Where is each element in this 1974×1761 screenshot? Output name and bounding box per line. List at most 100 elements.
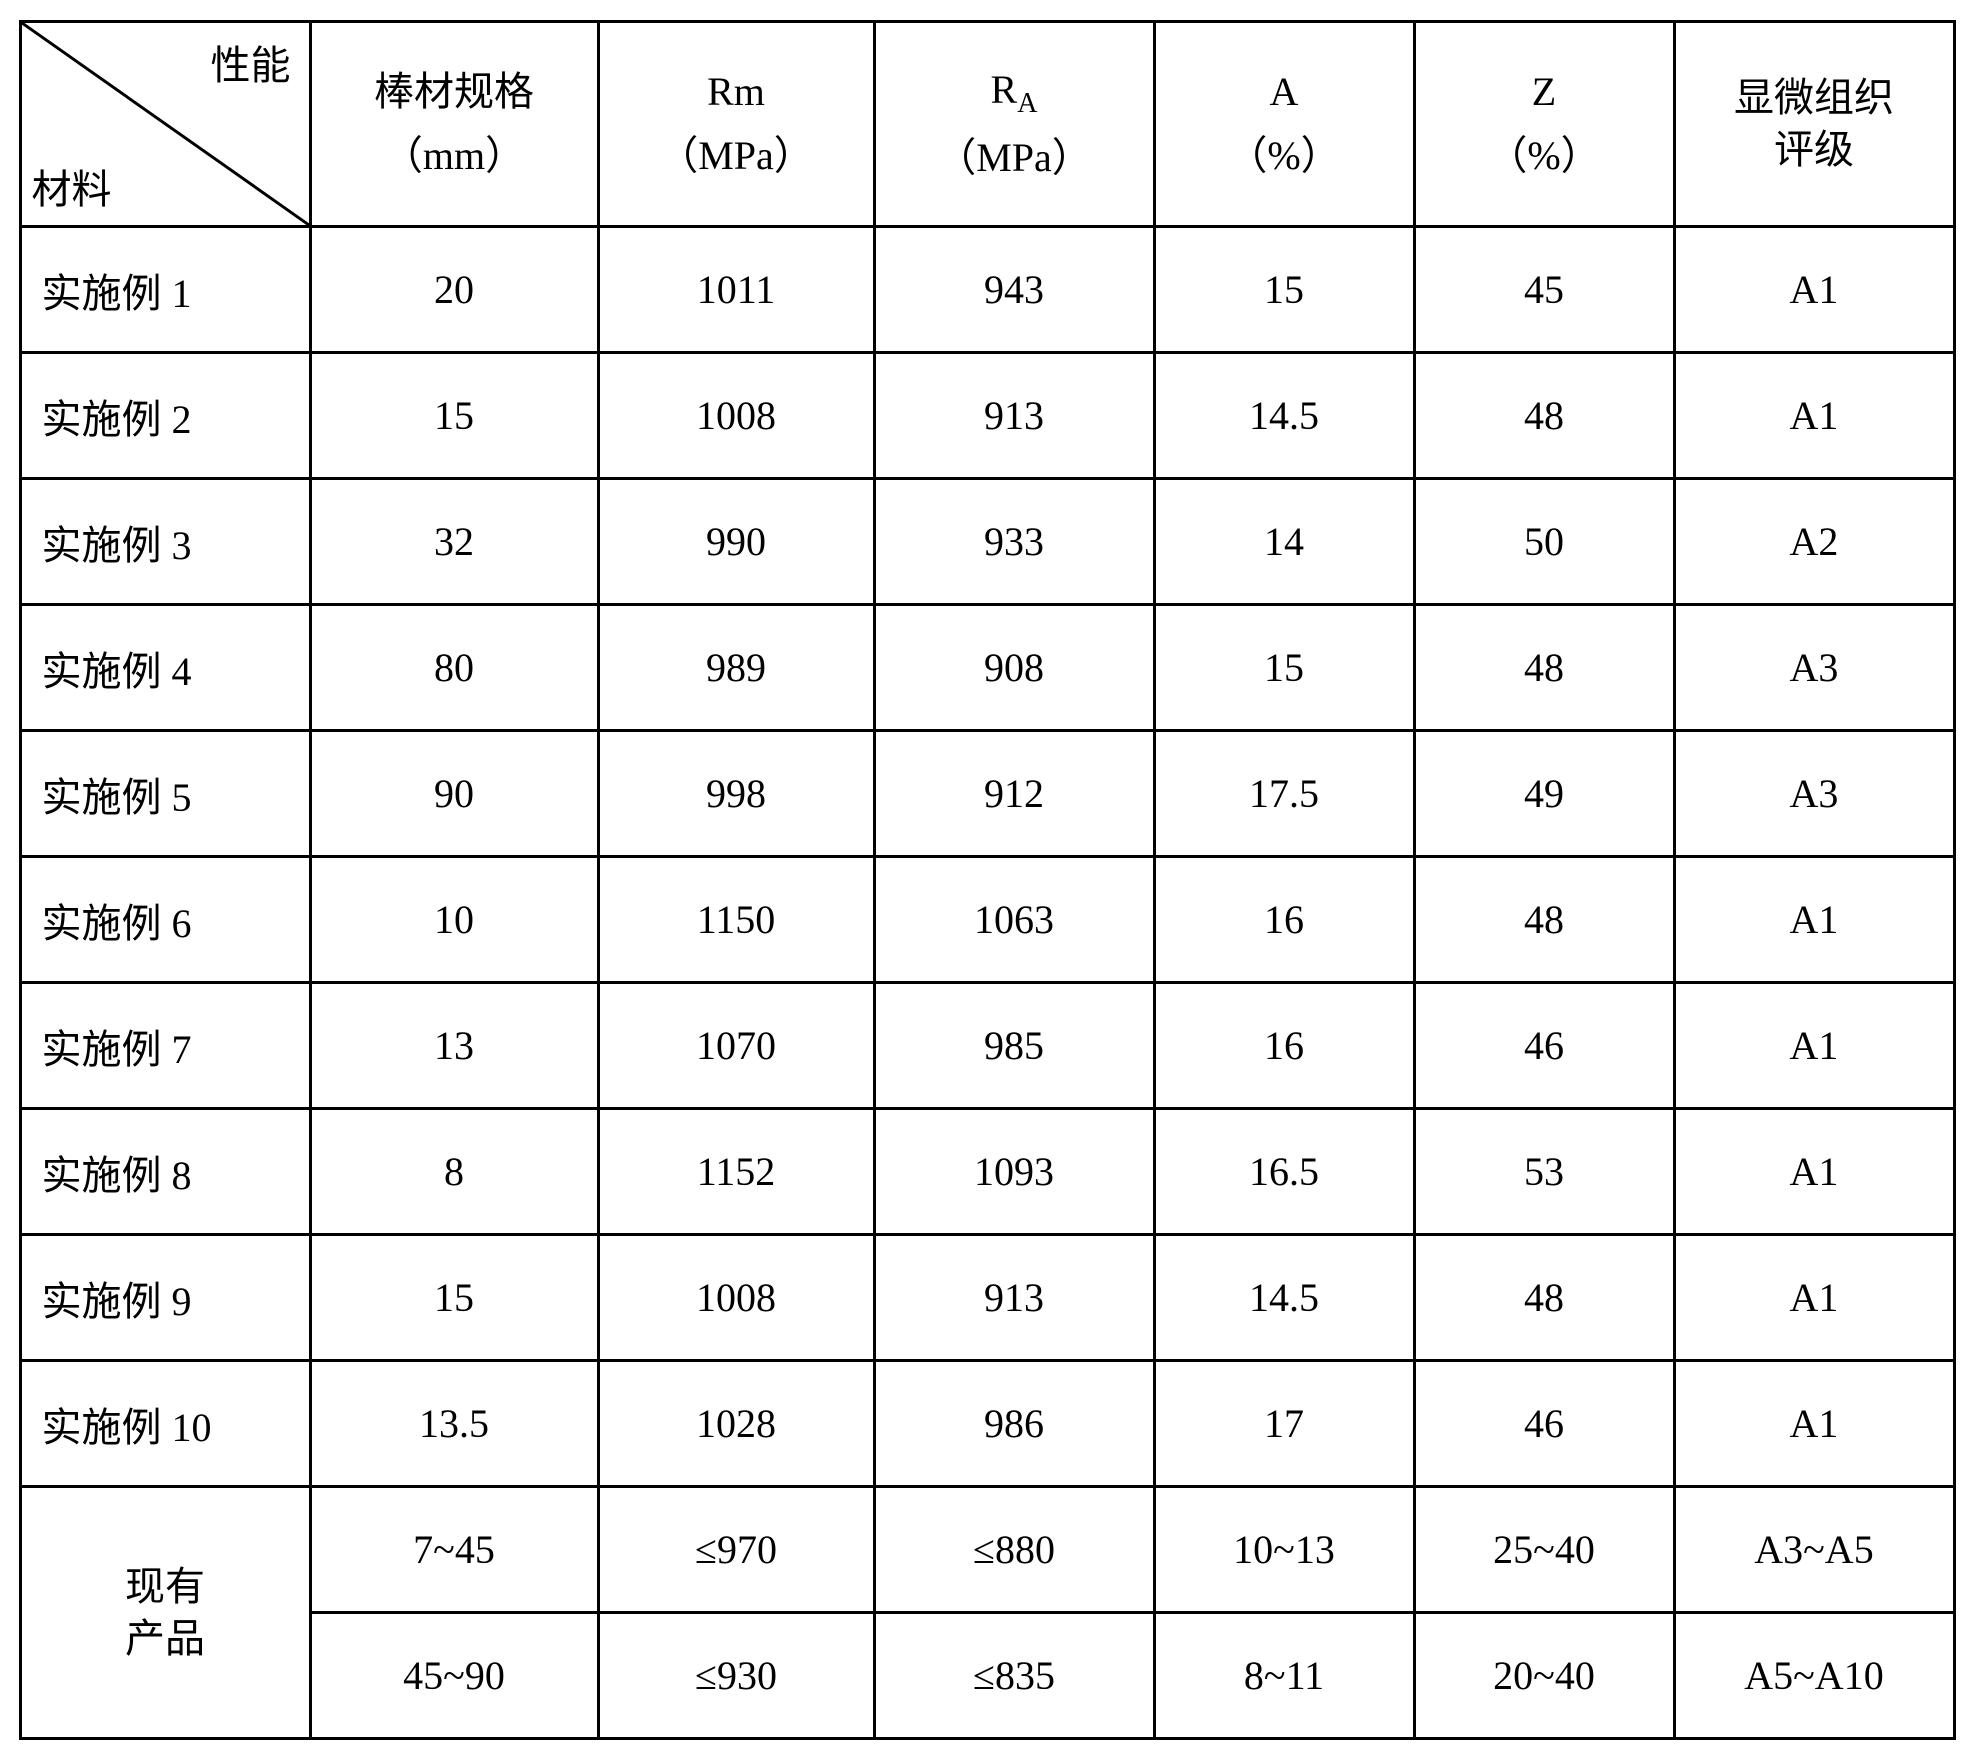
cell-ra: 1063 — [874, 857, 1154, 983]
header-ra-main: R — [991, 67, 1018, 112]
cell-ra: 913 — [874, 353, 1154, 479]
table-row-existing: 45~90 ≤930 ≤835 8~11 20~40 A5~A10 — [20, 1613, 1954, 1739]
header-ra: RA （MPa） — [874, 22, 1154, 227]
cell-grade: A1 — [1674, 1235, 1954, 1361]
cell-z: 50 — [1414, 479, 1674, 605]
cell-grade: A3 — [1674, 605, 1954, 731]
header-grade-l1: 显微组织 — [1684, 72, 1945, 124]
cell-a: 17.5 — [1154, 731, 1414, 857]
cell-z: 46 — [1414, 1361, 1674, 1487]
header-rm-l2: （MPa） — [608, 124, 865, 188]
table-row: 实施例 1 20 1011 943 15 45 A1 — [20, 227, 1954, 353]
header-z: Z （%） — [1414, 22, 1674, 227]
cell-a: 14 — [1154, 479, 1414, 605]
cell-rm: 990 — [598, 479, 874, 605]
row-label: 实施例 8 — [20, 1109, 310, 1235]
table-row: 实施例 4 80 989 908 15 48 A3 — [20, 605, 1954, 731]
cell-ra: 943 — [874, 227, 1154, 353]
diagonal-header-cell: 性能 材料 — [20, 22, 310, 227]
header-a-l2: （%） — [1164, 124, 1405, 188]
cell-rm: ≤970 — [598, 1487, 874, 1613]
header-ra-l1: RA — [884, 58, 1145, 127]
cell-spec: 20 — [310, 227, 598, 353]
cell-spec: 90 — [310, 731, 598, 857]
header-spec-l2: （mm） — [320, 124, 589, 188]
row-label: 实施例 4 — [20, 605, 310, 731]
cell-ra: 908 — [874, 605, 1154, 731]
cell-z: 48 — [1414, 605, 1674, 731]
cell-spec: 32 — [310, 479, 598, 605]
cell-grade: A5~A10 — [1674, 1613, 1954, 1739]
cell-grade: A3~A5 — [1674, 1487, 1954, 1613]
row-label: 实施例 7 — [20, 983, 310, 1109]
row-label: 实施例 9 — [20, 1235, 310, 1361]
cell-ra: ≤835 — [874, 1613, 1154, 1739]
cell-spec: 45~90 — [310, 1613, 598, 1739]
cell-a: 14.5 — [1154, 1235, 1414, 1361]
cell-rm: 989 — [598, 605, 874, 731]
row-label: 实施例 1 — [20, 227, 310, 353]
row-label: 实施例 3 — [20, 479, 310, 605]
cell-spec: 13.5 — [310, 1361, 598, 1487]
cell-grade: A1 — [1674, 1361, 1954, 1487]
cell-z: 48 — [1414, 857, 1674, 983]
existing-label-l2: 产品 — [22, 1613, 309, 1665]
table-row: 实施例 6 10 1150 1063 16 48 A1 — [20, 857, 1954, 983]
header-spec-l1: 棒材规格 — [320, 60, 589, 124]
table-header-row: 性能 材料 棒材规格 （mm） Rm （MPa） RA （MPa） A （%） — [20, 22, 1954, 227]
cell-spec: 15 — [310, 353, 598, 479]
header-z-l2: （%） — [1424, 124, 1665, 188]
cell-a: 16.5 — [1154, 1109, 1414, 1235]
cell-a: 15 — [1154, 605, 1414, 731]
header-spec: 棒材规格 （mm） — [310, 22, 598, 227]
cell-z: 46 — [1414, 983, 1674, 1109]
header-ra-sub: A — [1017, 88, 1037, 119]
header-a-l1: A — [1164, 60, 1405, 124]
cell-grade: A1 — [1674, 1109, 1954, 1235]
row-label: 实施例 5 — [20, 731, 310, 857]
table-row: 实施例 5 90 998 912 17.5 49 A3 — [20, 731, 1954, 857]
cell-rm: 998 — [598, 731, 874, 857]
cell-ra: 912 — [874, 731, 1154, 857]
table-row: 实施例 9 15 1008 913 14.5 48 A1 — [20, 1235, 1954, 1361]
cell-z: 53 — [1414, 1109, 1674, 1235]
cell-rm: 1008 — [598, 353, 874, 479]
cell-spec: 8 — [310, 1109, 598, 1235]
cell-rm: 1008 — [598, 1235, 874, 1361]
cell-spec: 15 — [310, 1235, 598, 1361]
cell-z: 48 — [1414, 353, 1674, 479]
cell-ra: 1093 — [874, 1109, 1154, 1235]
header-ra-l2: （MPa） — [884, 126, 1145, 190]
header-diag-top: 性能 — [211, 33, 291, 91]
table-row: 实施例 7 13 1070 985 16 46 A1 — [20, 983, 1954, 1109]
header-grade: 显微组织 评级 — [1674, 22, 1954, 227]
cell-ra: 913 — [874, 1235, 1154, 1361]
cell-ra: 985 — [874, 983, 1154, 1109]
cell-grade: A1 — [1674, 983, 1954, 1109]
cell-a: 15 — [1154, 227, 1414, 353]
cell-rm: 1070 — [598, 983, 874, 1109]
cell-z: 49 — [1414, 731, 1674, 857]
cell-spec: 10 — [310, 857, 598, 983]
cell-a: 16 — [1154, 857, 1414, 983]
cell-rm: 1028 — [598, 1361, 874, 1487]
table-row: 实施例 3 32 990 933 14 50 A2 — [20, 479, 1954, 605]
cell-grade: A3 — [1674, 731, 1954, 857]
table-row-existing: 现有 产品 7~45 ≤970 ≤880 10~13 25~40 A3~A5 — [20, 1487, 1954, 1613]
cell-a: 8~11 — [1154, 1613, 1414, 1739]
row-label: 实施例 2 — [20, 353, 310, 479]
header-grade-l2: 评级 — [1684, 124, 1945, 176]
row-label: 实施例 10 — [20, 1361, 310, 1487]
table-row: 实施例 10 13.5 1028 986 17 46 A1 — [20, 1361, 1954, 1487]
cell-z: 45 — [1414, 227, 1674, 353]
cell-ra: ≤880 — [874, 1487, 1154, 1613]
cell-z: 25~40 — [1414, 1487, 1674, 1613]
cell-a: 14.5 — [1154, 353, 1414, 479]
cell-rm: 1152 — [598, 1109, 874, 1235]
cell-spec: 80 — [310, 605, 598, 731]
header-rm-l1: Rm — [608, 60, 865, 124]
cell-z: 48 — [1414, 1235, 1674, 1361]
cell-spec: 7~45 — [310, 1487, 598, 1613]
cell-ra: 933 — [874, 479, 1154, 605]
cell-a: 16 — [1154, 983, 1414, 1109]
